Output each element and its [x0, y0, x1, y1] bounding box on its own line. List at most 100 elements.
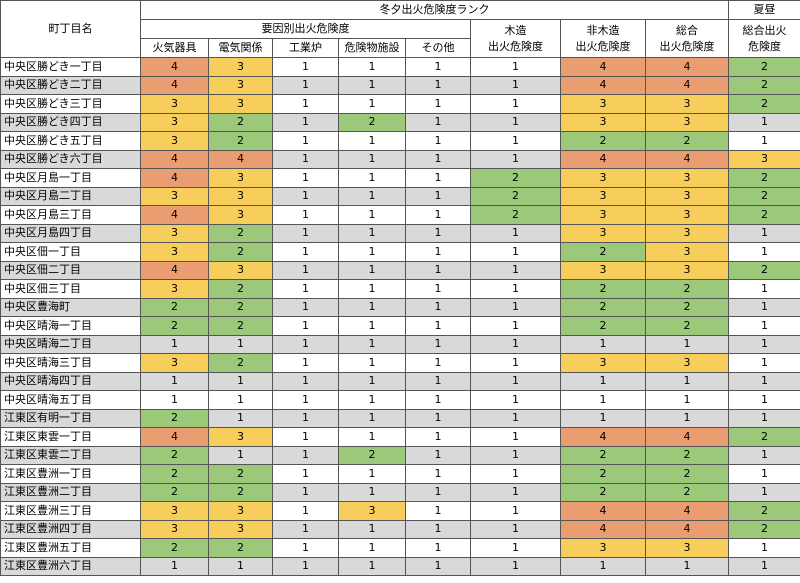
risk-cell: 2 [645, 464, 729, 484]
risk-cell: 2 [728, 260, 800, 280]
area-name: 中央区晴海一丁目 [0, 316, 141, 336]
risk-cell: 1 [470, 353, 561, 373]
risk-cell: 2 [560, 464, 646, 484]
area-name: 中央区晴海四丁目 [0, 371, 141, 391]
risk-cell: 1 [272, 205, 339, 225]
risk-cell: 1 [272, 260, 339, 280]
table-row: 中央区勝どき六丁目 4 4 1 1 1 1 4 4 3 [0, 149, 800, 169]
risk-cell: 3 [140, 279, 209, 299]
table-row: 中央区晴海一丁目 2 2 1 1 1 1 2 2 1 [0, 316, 800, 336]
risk-cell: 4 [645, 149, 729, 169]
risk-cell: 2 [728, 519, 800, 539]
risk-cell: 4 [645, 519, 729, 539]
area-name: 中央区勝どき二丁目 [0, 75, 141, 95]
risk-cell: 1 [338, 482, 406, 502]
risk-cell: 1 [338, 519, 406, 539]
table-row: 江東区豊洲五丁目 2 2 1 1 1 1 3 3 1 [0, 538, 800, 558]
risk-cell: 1 [338, 168, 406, 188]
risk-cell: 1 [272, 242, 339, 262]
risk-cell: 1 [338, 353, 406, 373]
risk-cell: 1 [728, 334, 800, 354]
area-name: 江東区東雲二丁目 [0, 445, 141, 465]
risk-cell: 1 [208, 445, 273, 465]
risk-cell: 3 [140, 131, 209, 151]
table-row: 中央区月島一丁目 4 3 1 1 1 2 3 3 2 [0, 168, 800, 188]
risk-cell: 1 [405, 501, 471, 521]
risk-cell: 1 [272, 427, 339, 447]
risk-cell: 1 [405, 334, 471, 354]
risk-cell: 2 [208, 223, 273, 243]
risk-cell: 2 [645, 279, 729, 299]
header-row: 火気器具 電気関係 工業炉 危険物施設 その他 [1, 38, 800, 58]
risk-cell: 1 [405, 390, 471, 410]
risk-cell: 2 [645, 131, 729, 151]
risk-cell: 3 [140, 519, 209, 539]
risk-cell: 1 [645, 408, 729, 428]
risk-cell: 1 [338, 242, 406, 262]
risk-cell: 3 [560, 353, 646, 373]
header-cell: 工業炉 [272, 38, 339, 58]
risk-cell: 2 [208, 131, 273, 151]
risk-cell: 1 [728, 482, 800, 502]
risk-cell: 2 [728, 186, 800, 206]
table-row: 中央区勝どき三丁目 3 3 1 1 1 1 3 3 2 [0, 94, 800, 114]
area-name: 中央区月島二丁目 [0, 186, 141, 206]
risk-cell: 1 [728, 223, 800, 243]
risk-cell: 3 [645, 353, 729, 373]
risk-cell: 1 [338, 260, 406, 280]
risk-cell: 3 [140, 186, 209, 206]
risk-cell: 1 [272, 408, 339, 428]
risk-cell: 1 [272, 464, 339, 484]
risk-cell: 1 [405, 519, 471, 539]
risk-cell: 1 [272, 279, 339, 299]
risk-cell: 1 [272, 297, 339, 317]
risk-cell: 1 [272, 131, 339, 151]
area-name: 中央区晴海五丁目 [0, 390, 141, 410]
risk-cell: 1 [338, 205, 406, 225]
risk-cell: 3 [645, 112, 729, 132]
table-row: 中央区晴海四丁目 1 1 1 1 1 1 1 1 1 [0, 371, 800, 391]
area-name: 中央区佃三丁目 [0, 279, 141, 299]
area-name: 江東区豊洲一丁目 [0, 464, 141, 484]
risk-cell: 4 [140, 168, 209, 188]
risk-cell: 1 [338, 94, 406, 114]
risk-cell: 2 [140, 445, 209, 465]
risk-cell: 1 [405, 168, 471, 188]
area-name: 江東区東雲一丁目 [0, 427, 141, 447]
risk-cell: 1 [272, 538, 339, 558]
area-name: 中央区晴海三丁目 [0, 353, 141, 373]
risk-cell: 1 [405, 242, 471, 262]
risk-cell: 2 [560, 242, 646, 262]
risk-cell: 1 [405, 57, 471, 77]
risk-cell: 1 [405, 94, 471, 114]
risk-cell: 1 [338, 149, 406, 169]
risk-cell: 1 [728, 445, 800, 465]
risk-cell: 1 [470, 57, 561, 77]
risk-cell: 3 [208, 501, 273, 521]
risk-cell: 1 [405, 445, 471, 465]
risk-cell: 3 [560, 112, 646, 132]
risk-cell: 1 [272, 334, 339, 354]
risk-cell: 1 [470, 371, 561, 391]
area-name: 江東区豊洲二丁目 [0, 482, 141, 502]
risk-cell: 1 [560, 371, 646, 391]
risk-cell: 1 [338, 279, 406, 299]
area-name: 江東区豊洲六丁目 [0, 556, 141, 576]
table-row: 中央区佃一丁目 3 2 1 1 1 1 2 3 1 [0, 242, 800, 262]
risk-cell: 1 [560, 556, 646, 576]
risk-cell: 1 [470, 242, 561, 262]
risk-cell: 2 [645, 316, 729, 336]
risk-cell: 4 [645, 57, 729, 77]
risk-cell: 1 [272, 501, 339, 521]
risk-cell: 1 [338, 186, 406, 206]
risk-cell: 2 [140, 464, 209, 484]
risk-cell: 3 [645, 186, 729, 206]
risk-cell: 3 [728, 149, 800, 169]
risk-cell: 1 [405, 186, 471, 206]
risk-cell: 1 [405, 112, 471, 132]
risk-cell: 1 [470, 427, 561, 447]
risk-cell: 1 [728, 353, 800, 373]
risk-cell: 1 [405, 427, 471, 447]
table-row: 江東区有明一丁目 2 1 1 1 1 1 1 1 1 [0, 408, 800, 428]
risk-cell: 1 [470, 131, 561, 151]
